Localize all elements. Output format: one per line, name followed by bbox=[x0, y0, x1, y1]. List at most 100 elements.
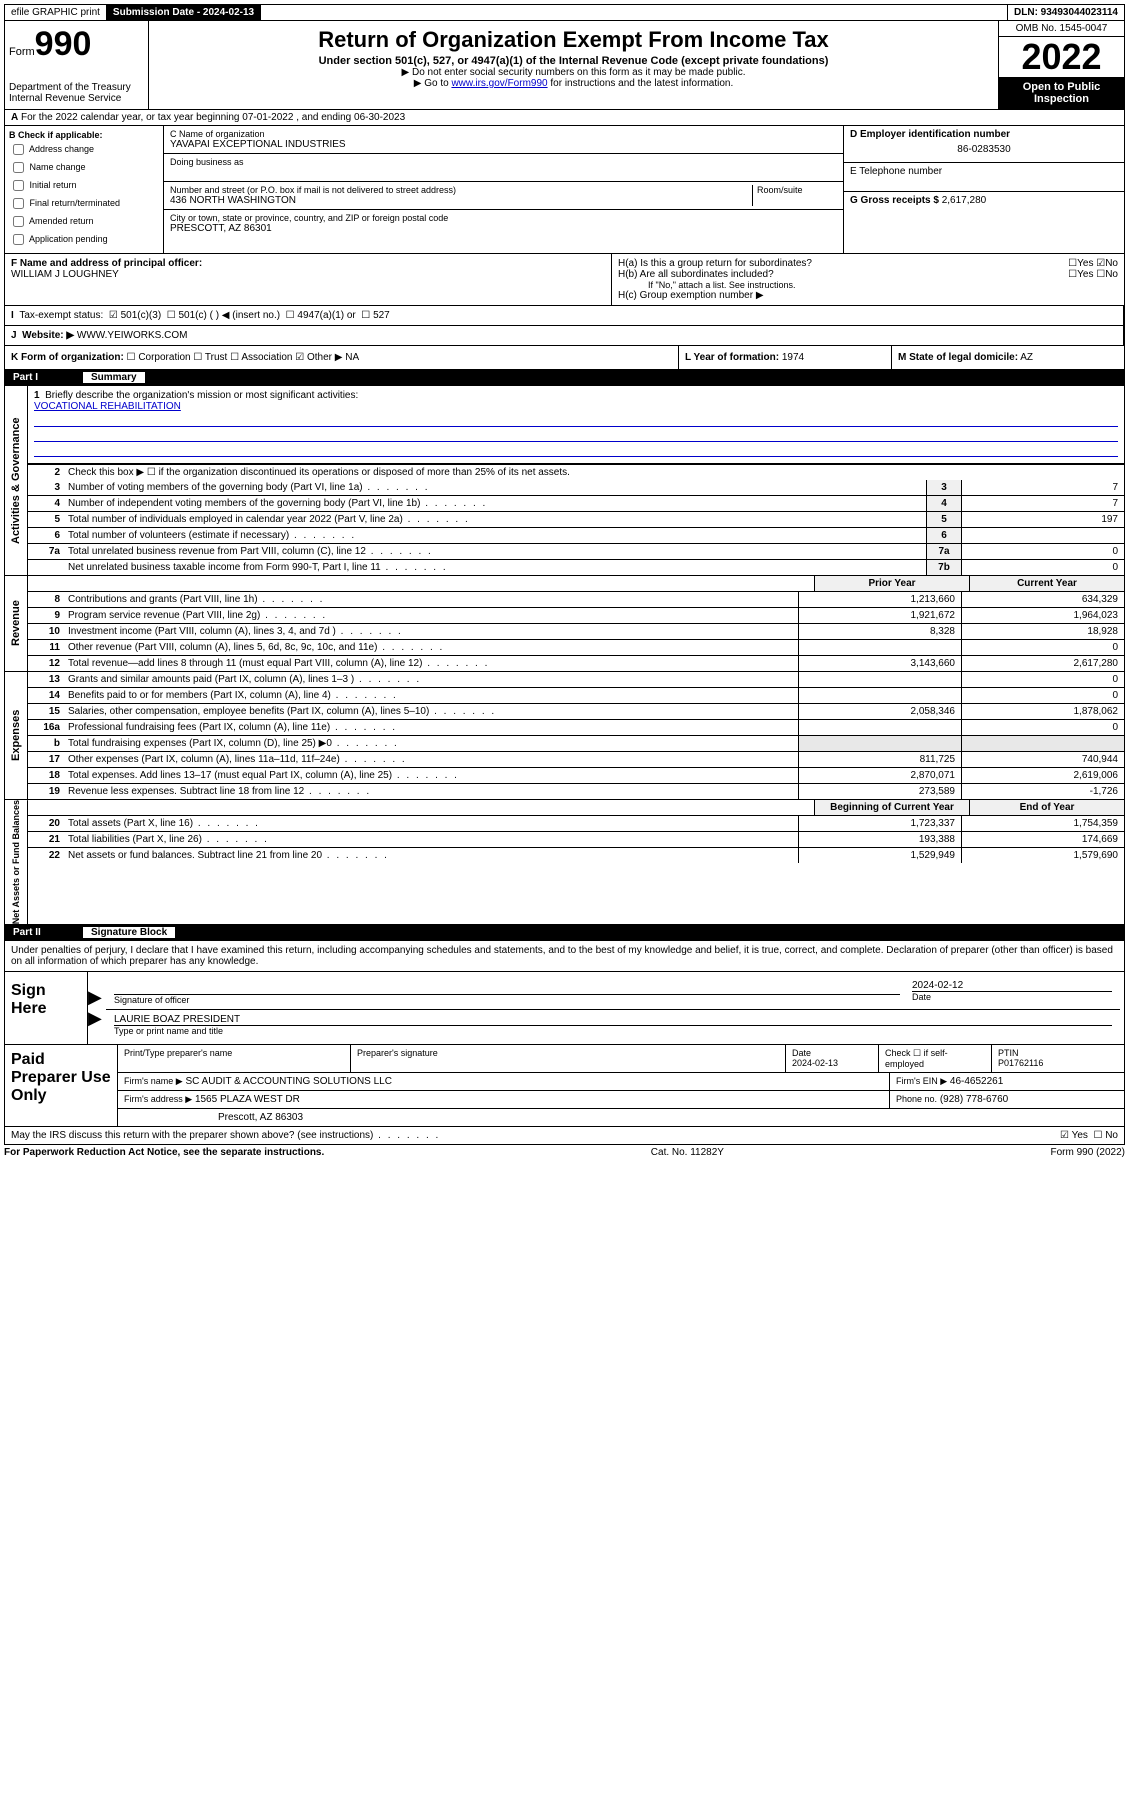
header-left: Form990 Department of the Treasury Inter… bbox=[5, 21, 149, 109]
summary-line: 15Salaries, other compensation, employee… bbox=[28, 704, 1124, 720]
form-ref: Form 990 (2022) bbox=[1051, 1147, 1125, 1158]
officer-name-title: LAURIE BOAZ PRESIDENT bbox=[114, 1014, 1112, 1025]
summary-line: 8Contributions and grants (Part VIII, li… bbox=[28, 592, 1124, 608]
note2-prefix: ▶ Go to bbox=[414, 78, 452, 89]
dept-treasury: Department of the Treasury bbox=[9, 82, 144, 93]
discuss-text: May the IRS discuss this return with the… bbox=[11, 1130, 373, 1141]
firm-name: SC AUDIT & ACCOUNTING SOLUTIONS LLC bbox=[185, 1076, 392, 1087]
cb-address-change[interactable] bbox=[13, 144, 24, 155]
revenue-section: Revenue Prior Year Current Year 8Contrib… bbox=[4, 576, 1125, 672]
arrow-icon: ▶▶ bbox=[88, 972, 102, 1044]
omb-number: OMB No. 1545-0047 bbox=[999, 21, 1124, 37]
b-label: B Check if applicable: bbox=[9, 130, 103, 140]
note-ssn: ▶ Do not enter social security numbers o… bbox=[153, 67, 994, 78]
firm-addr1: 1565 PLAZA WEST DR bbox=[195, 1094, 300, 1105]
summary-line: 16aProfessional fundraising fees (Part I… bbox=[28, 720, 1124, 736]
summary-line: 14Benefits paid to or for members (Part … bbox=[28, 688, 1124, 704]
part1-title: Summary bbox=[83, 372, 145, 383]
tax-year-range: For the 2022 calendar year, or tax year … bbox=[21, 112, 405, 123]
summary-line: 5Total number of individuals employed in… bbox=[28, 512, 1124, 528]
m-label: M State of legal domicile: bbox=[898, 352, 1018, 363]
ha-label: H(a) Is this a group return for subordin… bbox=[618, 258, 812, 269]
part2-title: Signature Block bbox=[83, 927, 175, 938]
summary-line: 20Total assets (Part X, line 16)1,723,33… bbox=[28, 816, 1124, 832]
efile-label: efile GRAPHIC print bbox=[5, 5, 107, 20]
summary-line: 3Number of voting members of the governi… bbox=[28, 480, 1124, 496]
row-a: A For the 2022 calendar year, or tax yea… bbox=[4, 110, 1125, 126]
firm-addr2: Prescott, AZ 86303 bbox=[118, 1109, 1124, 1126]
section-f: F Name and address of principal officer:… bbox=[5, 254, 612, 305]
dba-label: Doing business as bbox=[170, 157, 837, 167]
top-bar: efile GRAPHIC print Submission Date - 20… bbox=[4, 4, 1125, 21]
website: WWW.YEIWORKS.COM bbox=[77, 330, 188, 341]
l1-label: Briefly describe the organization's miss… bbox=[45, 390, 358, 401]
i-label: Tax-exempt status: bbox=[19, 310, 103, 321]
hb-note: If "No," attach a list. See instructions… bbox=[618, 280, 1118, 290]
summary-section: Activities & Governance 1 Briefly descri… bbox=[4, 386, 1125, 576]
vtab-governance: Activities & Governance bbox=[5, 386, 28, 575]
row-f-h: F Name and address of principal officer:… bbox=[4, 254, 1125, 306]
section-c: C Name of organization YAVAPAI EXCEPTION… bbox=[164, 126, 844, 253]
part1-header: Part I Summary bbox=[4, 370, 1125, 386]
officer-name: WILLIAM J LOUGHNEY bbox=[11, 269, 119, 280]
tax-year: 2022 bbox=[999, 37, 1124, 77]
addr-label: Number and street (or P.O. box if mail i… bbox=[170, 185, 752, 195]
col-prior: Prior Year bbox=[814, 576, 969, 591]
summary-line: 9Program service revenue (Part VIII, lin… bbox=[28, 608, 1124, 624]
vtab-expenses: Expenses bbox=[5, 672, 28, 799]
e-label: E Telephone number bbox=[850, 166, 1118, 177]
summary-line: Net unrelated business taxable income fr… bbox=[28, 560, 1124, 575]
org-city: PRESCOTT, AZ 86301 bbox=[170, 223, 837, 234]
irs-link[interactable]: www.irs.gov/Form990 bbox=[451, 78, 547, 89]
h4: Check ☐ if self-employed bbox=[879, 1045, 992, 1072]
summary-line: 6Total number of volunteers (estimate if… bbox=[28, 528, 1124, 544]
section-b: B Check if applicable: Address change Na… bbox=[5, 126, 164, 253]
room-label: Room/suite bbox=[757, 185, 837, 195]
perjury-text: Under penalties of perjury, I declare th… bbox=[4, 941, 1125, 972]
sig-officer-label: Signature of officer bbox=[114, 994, 900, 1005]
k-label: K Form of organization: bbox=[11, 352, 124, 363]
sign-label: Sign Here bbox=[5, 972, 88, 1044]
form-number: 990 bbox=[35, 25, 92, 63]
cb-initial-return[interactable] bbox=[13, 180, 24, 191]
note2-suffix: for instructions and the latest informat… bbox=[548, 78, 734, 89]
cb-final-return[interactable] bbox=[13, 198, 24, 209]
summary-line: 13Grants and similar amounts paid (Part … bbox=[28, 672, 1124, 688]
summary-line: 10Investment income (Part VIII, column (… bbox=[28, 624, 1124, 640]
cb-name-change[interactable] bbox=[13, 162, 24, 173]
org-info-grid: B Check if applicable: Address change Na… bbox=[4, 126, 1125, 254]
name-label: Type or print name and title bbox=[114, 1025, 1112, 1036]
summary-line: bTotal fundraising expenses (Part IX, co… bbox=[28, 736, 1124, 752]
state-domicile: AZ bbox=[1020, 352, 1033, 363]
header-right: OMB No. 1545-0047 2022 Open to Public In… bbox=[998, 21, 1124, 109]
section-d-e-g: D Employer identification number 86-0283… bbox=[844, 126, 1124, 253]
j-label: Website: ▶ bbox=[22, 330, 74, 341]
summary-line: 21Total liabilities (Part X, line 26)193… bbox=[28, 832, 1124, 848]
paid-label: Paid Preparer Use Only bbox=[5, 1045, 118, 1126]
part1-label: Part I bbox=[13, 372, 83, 383]
summary-line: 17Other expenses (Part IX, column (A), l… bbox=[28, 752, 1124, 768]
page-footer: For Paperwork Reduction Act Notice, see … bbox=[4, 1145, 1125, 1160]
part2-label: Part II bbox=[13, 927, 83, 938]
row-i: I Tax-exempt status: ☑ 501(c)(3) ☐ 501(c… bbox=[4, 306, 1125, 326]
l2-label: Check this box ▶ ☐ if the organization d… bbox=[64, 465, 1124, 480]
sign-date: 2024-02-12 bbox=[912, 980, 1112, 991]
submission-date[interactable]: Submission Date - 2024-02-13 bbox=[107, 5, 261, 20]
row-j: J Website: ▶ WWW.YEIWORKS.COM bbox=[4, 326, 1125, 346]
year-formation: 1974 bbox=[782, 352, 804, 363]
section-h: H(a) Is this a group return for subordin… bbox=[612, 254, 1124, 305]
form-subtitle: Under section 501(c), 527, or 4947(a)(1)… bbox=[153, 55, 994, 67]
cb-app-pending[interactable] bbox=[13, 234, 24, 245]
dln: DLN: 93493044023114 bbox=[1008, 5, 1124, 20]
hc-label: H(c) Group exemption number ▶ bbox=[618, 290, 1118, 301]
cat-no: Cat. No. 11282Y bbox=[651, 1147, 724, 1158]
form-header: Form990 Department of the Treasury Inter… bbox=[4, 21, 1125, 110]
col-end: End of Year bbox=[969, 800, 1124, 815]
org-address: 436 NORTH WASHINGTON bbox=[170, 195, 752, 206]
cb-amended[interactable] bbox=[13, 216, 24, 227]
form-title: Return of Organization Exempt From Incom… bbox=[153, 27, 994, 53]
net-assets-section: Net Assets or Fund Balances Beginning of… bbox=[4, 800, 1125, 925]
g-label: G Gross receipts $ bbox=[850, 195, 939, 206]
summary-line: 7aTotal unrelated business revenue from … bbox=[28, 544, 1124, 560]
spacer bbox=[261, 5, 1008, 20]
